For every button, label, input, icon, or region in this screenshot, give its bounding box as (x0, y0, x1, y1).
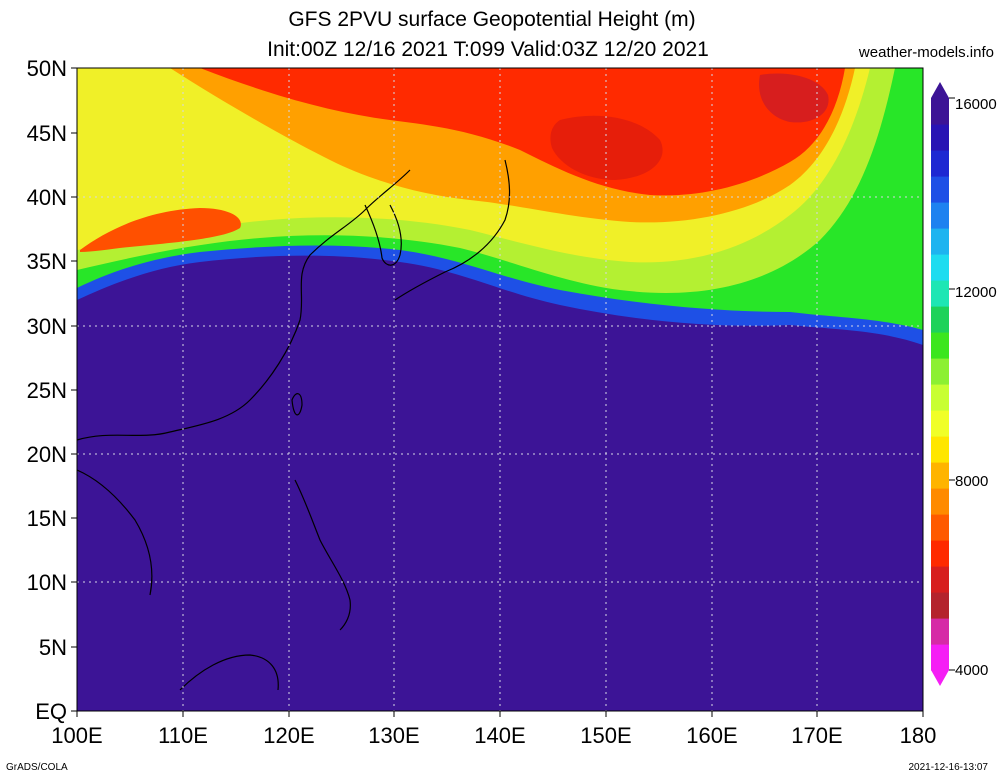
lat-label: 50N (27, 56, 67, 81)
lat-label: EQ (35, 699, 67, 724)
colorbar-step (931, 358, 949, 385)
colorbar-step (931, 124, 949, 151)
field-band-darkred-2 (550, 115, 663, 180)
colorbar-step (931, 176, 949, 203)
colorbar-step (931, 566, 949, 593)
site-label: weather-models.info (858, 44, 994, 61)
map-title-line2: Init:00Z 12/16 2021 T:099 Valid:03Z 12/2… (267, 38, 709, 61)
colorbar-step (931, 592, 949, 619)
coastlines (77, 159, 511, 691)
lat-labels: 50N 45N 40N 35N 30N 25N 20N 15N 10N 5N E… (27, 56, 67, 724)
colorbar-step (931, 98, 949, 125)
grid (77, 68, 923, 711)
colorbar: 16000 12000 8000 4000 (931, 82, 997, 686)
colorbar-top-arrow (931, 82, 949, 98)
field-band-westred (80, 208, 241, 252)
colorbar-step (931, 202, 949, 229)
colorbar-bottom-arrow (931, 670, 949, 686)
coast-indochina (77, 469, 153, 596)
lat-label: 5N (39, 635, 67, 660)
coast-philippines (294, 479, 351, 631)
lon-label: 110E (158, 723, 208, 748)
colorbar-step (931, 332, 949, 359)
lon-label: 120E (263, 723, 314, 748)
colorbar-steps (931, 98, 949, 671)
lon-label: 150E (580, 723, 631, 748)
colorbar-step (931, 280, 949, 307)
colorbar-step (931, 410, 949, 437)
height-field (77, 68, 923, 711)
lon-label: 100E (51, 723, 102, 748)
lat-label: 15N (27, 506, 67, 531)
lat-label: 40N (27, 185, 67, 210)
colorbar-step (931, 540, 949, 567)
lon-label: 140E (474, 723, 525, 748)
lat-label: 30N (27, 314, 67, 339)
axis-ticks (71, 67, 924, 717)
lon-label: 160E (686, 723, 737, 748)
footer-timestamp: 2021-12-16-13:07 (908, 762, 988, 773)
coast-borneo (179, 654, 279, 691)
colorbar-step (931, 436, 949, 463)
colorbar-step (931, 150, 949, 177)
colorbar-step (931, 514, 949, 541)
colorbar-step (931, 462, 949, 489)
colorbar-step (931, 488, 949, 515)
lon-label: 130E (368, 723, 419, 748)
lon-labels: 100E 110E 120E 130E 140E 150E 160E 170E … (51, 723, 936, 748)
map-title-line1: GFS 2PVU surface Geopotential Height (m) (288, 8, 696, 31)
colorbar-label: 16000 (955, 96, 997, 113)
colorbar-label: 12000 (955, 284, 997, 301)
coast-taiwan (291, 393, 303, 416)
colorbar-step (931, 254, 949, 281)
lat-label: 10N (27, 570, 67, 595)
colorbar-step (931, 306, 949, 333)
coast-korea (364, 204, 402, 266)
coast-japan (394, 159, 511, 301)
colorbar-step (931, 644, 949, 671)
lat-label: 45N (27, 121, 67, 146)
colorbar-step (931, 618, 949, 645)
colorbar-step (931, 384, 949, 411)
lat-label: 35N (27, 249, 67, 274)
footer-credit: GrADS/COLA (6, 762, 68, 773)
lon-label: 170E (791, 723, 842, 748)
lat-label: 20N (27, 442, 67, 467)
lon-label: 180 (900, 723, 937, 748)
colorbar-label: 8000 (955, 473, 988, 490)
field-band-darkred (759, 73, 829, 123)
coast-china (77, 169, 411, 441)
colorbar-step (931, 228, 949, 255)
colorbar-label: 4000 (955, 662, 988, 679)
lat-label: 25N (27, 378, 67, 403)
field-band-red (200, 68, 845, 196)
